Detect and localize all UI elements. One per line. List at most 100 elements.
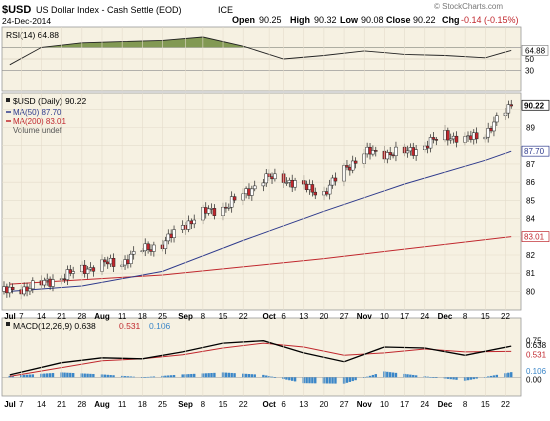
candle-body (284, 182, 289, 184)
candle-body (212, 208, 217, 216)
candle-body (446, 130, 450, 141)
date-tick-label: Oct (262, 312, 276, 321)
date-tick-label: 13 (299, 312, 308, 321)
date-tick-label: 25 (158, 400, 167, 409)
candle-body (385, 152, 390, 160)
date-tick-label: 22 (501, 400, 510, 409)
macd-histogram-bar (426, 376, 429, 378)
date-tick-label: 6 (281, 400, 286, 409)
candle-body (143, 243, 147, 252)
date-tick-label: Nov (357, 312, 373, 321)
macd-histogram-bar (429, 376, 432, 378)
macd-legend-swatch (6, 322, 10, 326)
macd-histogram-bar (510, 372, 513, 378)
candle-body (42, 280, 47, 286)
date-tick-label: 13 (299, 400, 308, 409)
date-tick-label: Jul (4, 400, 16, 409)
date-tick-label: 6 (281, 312, 286, 321)
chg-value: -0.14 (-0.15%) (461, 15, 519, 25)
candle-body (325, 191, 329, 195)
candle-body (345, 165, 349, 168)
macd-histogram-bar (8, 375, 11, 378)
price-tick-label: 81 (526, 269, 535, 278)
macd-histogram-bar (374, 374, 377, 378)
candle-body (227, 206, 231, 209)
macd-histogram-bar (432, 377, 435, 378)
candle-body (51, 279, 55, 287)
macd-histogram-bar (31, 374, 35, 378)
price-tick-label: 82 (526, 251, 535, 260)
macd-histogram-bar (123, 376, 127, 378)
date-tick-label: Sep (178, 400, 193, 409)
macd-histogram-bar (25, 374, 29, 378)
candle-body (189, 220, 194, 225)
macd-histogram-bar (164, 375, 167, 378)
candle-body (209, 208, 214, 210)
macd-histogram-bar (213, 372, 216, 378)
price-panel (1, 92, 522, 311)
macd-histogram-bar (466, 377, 470, 381)
macd-histogram-bar (92, 373, 95, 378)
date-tick-label: 18 (138, 312, 147, 321)
macd-histogram-bar (291, 377, 294, 381)
price-legend-swatch (6, 98, 10, 102)
macd-histogram-bar (371, 374, 375, 378)
macd-histogram-bar (495, 374, 499, 378)
date-tick-label: 25 (158, 312, 167, 321)
macd-histogram-bar (469, 377, 473, 380)
price-value-tag (521, 231, 550, 242)
candle-body (264, 173, 269, 184)
candle-body (232, 196, 237, 201)
macd-histogram-bar (152, 376, 156, 378)
candle-body (180, 225, 185, 230)
date-tick-label: Oct (262, 400, 276, 409)
candle-body (489, 128, 493, 132)
date-tick-label: 11 (118, 400, 127, 409)
macd-tick-label: 0.00 (526, 375, 542, 384)
date-tick-label: 8 (201, 400, 206, 409)
macd-signal-legend: 0.531 (119, 321, 141, 331)
macd-tick-label: 0.638 (526, 341, 547, 350)
candle-body (290, 179, 294, 188)
candle-body (310, 184, 315, 193)
price-tick-label: 89 (526, 124, 535, 133)
candle-body (169, 233, 173, 238)
macd-histogram-bar (345, 377, 349, 383)
date-tick-label: 17 (400, 312, 409, 321)
date-tick-label: Dec (438, 312, 453, 321)
candle-body (45, 278, 49, 281)
macd-histogram-bar (273, 377, 277, 378)
macd-histogram-bar (247, 374, 251, 378)
macd-histogram-bar (103, 374, 107, 378)
macd-histogram-bar (394, 372, 398, 378)
macd-histogram-bar (112, 375, 115, 378)
macd-histogram-bar (507, 372, 510, 378)
macd-histogram-bar (368, 375, 372, 378)
rsi-overbought-fill (41, 37, 247, 48)
date-tick-label: Nov (357, 400, 373, 409)
candle-body (111, 258, 116, 267)
rsi-legend: RSI(14) 64.88 (6, 30, 59, 40)
candle-body (408, 147, 413, 152)
candle-body (472, 132, 476, 140)
candle-body (434, 139, 439, 141)
candle-body (186, 220, 191, 230)
candle-body (65, 269, 70, 280)
macd-histogram-bar (126, 376, 130, 378)
macd-histogram-bar (492, 375, 496, 378)
date-tick-label: 14 (37, 312, 46, 321)
candle-body (391, 154, 395, 157)
candle-body (146, 243, 150, 250)
candle-body (368, 146, 372, 155)
macd-histogram-bar (270, 376, 274, 378)
price-value-tag-label: 83.01 (524, 233, 545, 242)
price-tick-label: 87 (526, 160, 535, 169)
macd-histogram-bar (489, 375, 493, 378)
candle-body (68, 269, 73, 274)
candle-body (123, 259, 127, 266)
exchange-label: ICE (218, 5, 233, 15)
candle-body (206, 208, 211, 214)
candle-body (108, 258, 113, 265)
macd-histogram-bar (351, 377, 354, 382)
